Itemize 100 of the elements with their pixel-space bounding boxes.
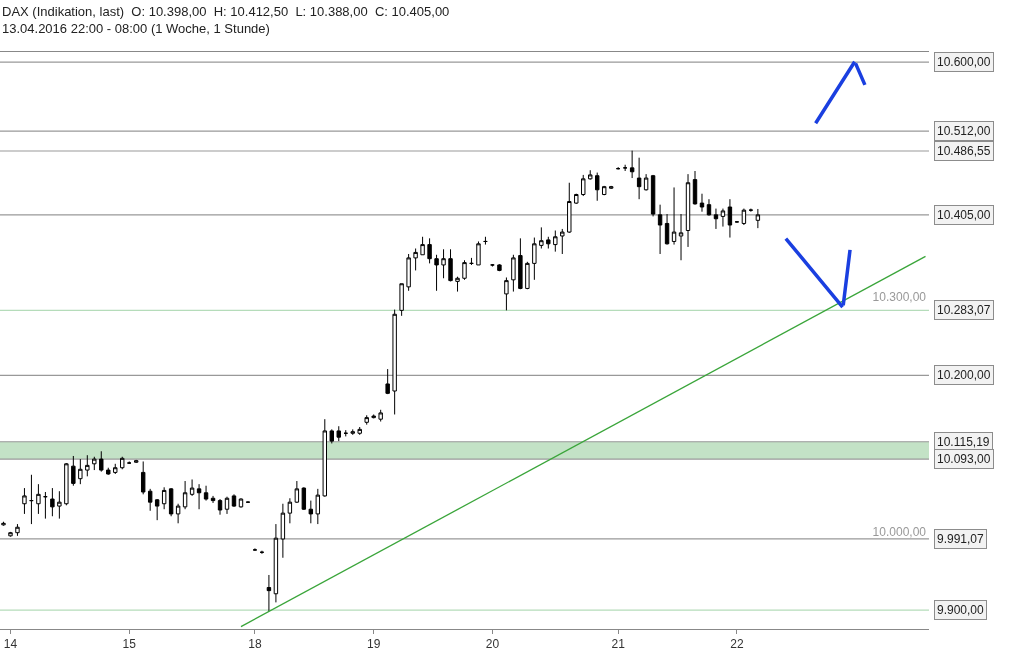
candlestick bbox=[671, 186, 677, 246]
ref-line-label: 10.486,55 bbox=[937, 144, 991, 158]
candlestick bbox=[147, 488, 153, 512]
candlestick bbox=[224, 496, 230, 515]
candlestick bbox=[413, 248, 418, 271]
x-tick-label: 20 bbox=[485, 637, 500, 651]
ref-line-label: 10.512,00 bbox=[937, 124, 991, 138]
candlestick bbox=[378, 409, 383, 423]
candlestick bbox=[50, 487, 55, 517]
candlestick bbox=[629, 150, 635, 179]
chart-title: DAX (Indikation, last) O: 10.398,00 H: 10.412,50 L: 10.388,00 C: 10.405,00 bbox=[2, 4, 450, 19]
candlestick bbox=[434, 254, 439, 292]
candlestick bbox=[532, 237, 537, 281]
candlestick bbox=[525, 261, 530, 290]
candlestick bbox=[455, 276, 460, 293]
candlestick bbox=[280, 503, 286, 559]
x-tick-label: 21 bbox=[611, 637, 626, 651]
candlestick bbox=[196, 483, 202, 510]
y-tick-label: 10.300,00 bbox=[872, 290, 927, 305]
candlestick bbox=[539, 226, 544, 250]
candlestick bbox=[294, 480, 300, 504]
candlestick bbox=[168, 487, 174, 517]
candlestick bbox=[371, 413, 376, 419]
candlestick bbox=[203, 485, 209, 502]
candlestick bbox=[755, 208, 761, 229]
candlestick bbox=[392, 309, 397, 415]
candlestick bbox=[720, 208, 726, 228]
candlestick bbox=[238, 497, 244, 509]
ref-line-label: 9.900,00 bbox=[937, 603, 985, 617]
ref-line-label: 10.115,19 bbox=[937, 435, 990, 449]
candlestick bbox=[43, 491, 48, 520]
candlestick bbox=[336, 425, 341, 442]
x-tick-label: 14 bbox=[3, 637, 18, 651]
candlestick bbox=[511, 254, 516, 293]
candlestick bbox=[266, 574, 272, 612]
candlestick bbox=[36, 483, 41, 515]
candlestick bbox=[78, 458, 83, 485]
candlestick bbox=[462, 259, 467, 281]
candlestick bbox=[427, 237, 432, 264]
candlestick bbox=[574, 193, 579, 205]
candlestick bbox=[608, 185, 614, 190]
candlestick bbox=[182, 480, 188, 510]
candlestick bbox=[601, 185, 607, 196]
x-tick-label: 22 bbox=[730, 637, 744, 651]
candlestick bbox=[120, 456, 125, 470]
candlestick bbox=[518, 237, 523, 290]
candlestick bbox=[301, 486, 307, 511]
candlestick bbox=[57, 490, 62, 520]
candlestick bbox=[546, 236, 551, 250]
candlestick bbox=[713, 208, 719, 230]
x-tick-label: 18 bbox=[248, 637, 262, 651]
candlestick bbox=[497, 263, 502, 272]
candlestick bbox=[287, 497, 293, 524]
x-tick-label: 19 bbox=[367, 637, 381, 651]
candlestick bbox=[385, 368, 390, 395]
candlestick bbox=[476, 240, 481, 266]
ref-line-label: 10.405,00 bbox=[937, 208, 991, 222]
candlestick bbox=[189, 478, 195, 497]
candlestick bbox=[210, 495, 216, 504]
chart-subtitle: 13.04.2016 22:00 - 08:00 (1 Woche, 1 Stunde) bbox=[2, 20, 270, 36]
candlestick bbox=[588, 169, 593, 181]
candlestick bbox=[636, 157, 642, 200]
candlestick bbox=[706, 198, 712, 217]
candlestick bbox=[64, 462, 69, 506]
candlestick bbox=[504, 276, 509, 311]
candlestick bbox=[692, 170, 698, 206]
ref-line-label: 10.200,00 bbox=[937, 368, 991, 382]
candlestick bbox=[420, 236, 425, 256]
candlestick bbox=[322, 418, 328, 498]
candlestick bbox=[22, 487, 27, 515]
candlestick bbox=[741, 208, 747, 226]
candlestick bbox=[553, 230, 558, 253]
candlestick bbox=[106, 467, 111, 476]
candlestick bbox=[154, 498, 160, 521]
candlestick bbox=[399, 283, 404, 317]
candlestick bbox=[441, 248, 446, 279]
candlestick bbox=[448, 248, 453, 282]
candlestick bbox=[273, 523, 279, 603]
candlestick bbox=[15, 523, 20, 537]
candlestick bbox=[134, 459, 139, 464]
y-tick-label: 10.000,00 bbox=[872, 525, 927, 540]
candlestick bbox=[364, 414, 369, 426]
candlestick bbox=[699, 193, 705, 213]
candlestick bbox=[581, 174, 586, 197]
candlestick bbox=[595, 172, 600, 202]
candlestick bbox=[483, 236, 488, 246]
candlestick bbox=[357, 426, 362, 436]
candlestick bbox=[727, 198, 733, 239]
candlestick bbox=[8, 531, 13, 538]
candlestick bbox=[308, 500, 314, 524]
candlestick bbox=[406, 253, 411, 292]
candlestick bbox=[140, 460, 146, 495]
candlestick bbox=[329, 428, 334, 444]
candlestick bbox=[231, 493, 237, 508]
ref-line-label: 9.991,07 bbox=[937, 532, 985, 546]
candlestick bbox=[113, 463, 118, 475]
candlestick bbox=[567, 182, 572, 234]
x-tick-label: 15 bbox=[122, 637, 137, 651]
candlestick bbox=[175, 503, 181, 524]
ref-line-label: 10.600,00 bbox=[937, 55, 991, 69]
